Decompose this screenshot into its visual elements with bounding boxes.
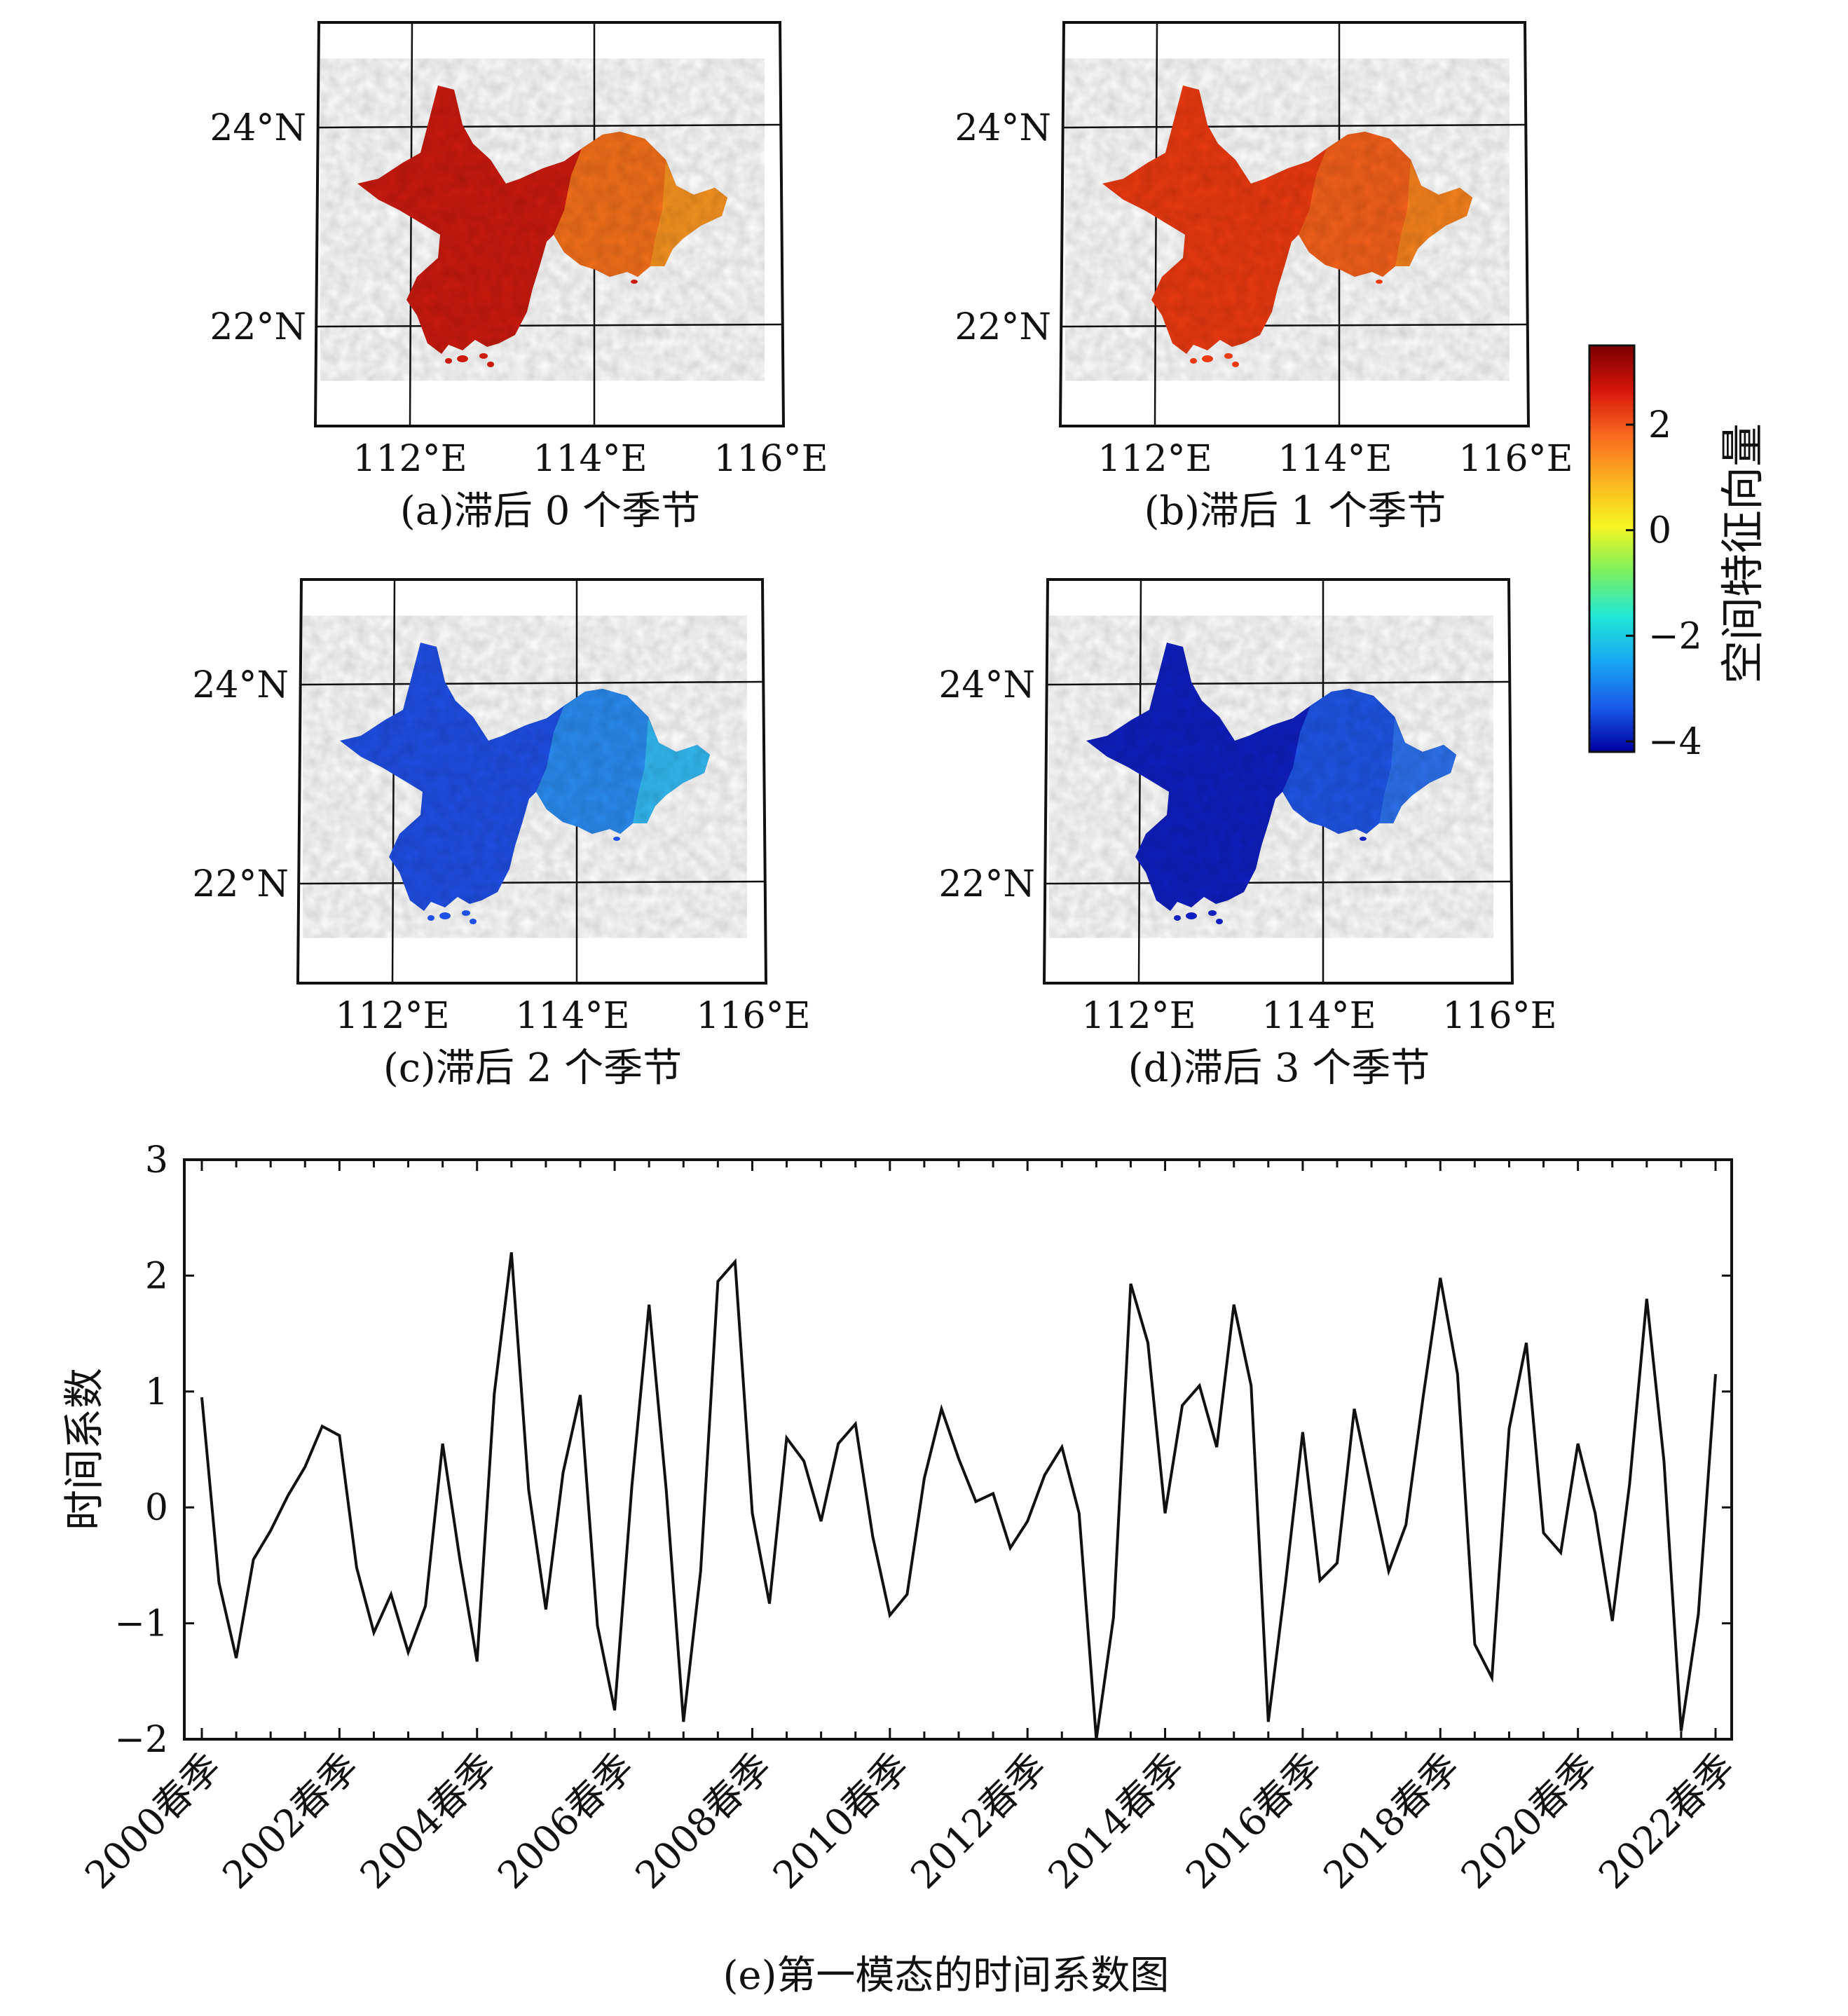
island [470, 919, 477, 924]
island [479, 353, 488, 359]
colorbar-tick-label: 0 [1648, 510, 1671, 552]
map-frame [313, 21, 786, 427]
island [1186, 912, 1197, 919]
graticule-line [301, 680, 763, 686]
island [1216, 919, 1223, 924]
graticule-line [316, 323, 783, 328]
map-caption: (a)滞后 0 个季节 [400, 488, 700, 534]
island [1190, 358, 1197, 364]
x-tick-label: 2010春季 [765, 1745, 917, 1898]
island [445, 358, 452, 364]
lon-label: 116°E [713, 438, 828, 480]
lon-label: 112°E [335, 995, 449, 1037]
graticule-line [1137, 579, 1142, 984]
graticule-line [1045, 880, 1512, 885]
lon-label: 112°E [1097, 438, 1212, 480]
y-axis-label: 时间系数 [60, 1368, 108, 1530]
island [457, 355, 468, 362]
island [631, 280, 638, 284]
island [487, 362, 494, 367]
x-tick-label: 2018春季 [1315, 1745, 1467, 1898]
x-tick-label: 2014春季 [1040, 1745, 1193, 1898]
y-tick-label: −2 [114, 1719, 168, 1761]
lon-label: 116°E [1442, 995, 1556, 1037]
island [1224, 353, 1233, 359]
y-tick-label: −1 [114, 1603, 168, 1645]
lon-label: 114°E [515, 995, 629, 1037]
island [439, 912, 451, 919]
graticule-line [1063, 123, 1526, 129]
lat-label: 24°N [954, 107, 1051, 149]
region-texture [357, 85, 727, 354]
island [462, 910, 470, 916]
island [427, 915, 434, 921]
x-tick-label: 2002春季 [214, 1745, 367, 1898]
map-frame [1042, 578, 1514, 985]
graticule-line [1061, 323, 1528, 328]
colorbar-gradient [1588, 344, 1636, 753]
lat-label: 22°N [192, 863, 289, 905]
lat-label: 22°N [210, 306, 306, 348]
island [1208, 910, 1217, 916]
colorbar-tick-label: 2 [1648, 404, 1671, 446]
x-tick-label: 2000春季 [76, 1745, 229, 1898]
graticule-line [409, 22, 413, 427]
colorbar-tick-label: −4 [1648, 721, 1702, 763]
x-tick-label: 2016春季 [1177, 1745, 1330, 1898]
lat-label: 24°N [938, 664, 1035, 706]
x-tick-label: 2022春季 [1590, 1745, 1743, 1898]
map-panel-b: 24°N 22°N 112°E 114°E 116°E (b)滞后 1 个季节 [954, 21, 1573, 534]
y-tick-label: 1 [145, 1371, 168, 1413]
map-caption: (b)滞后 1 个季节 [1144, 488, 1446, 534]
region-texture [1102, 85, 1472, 354]
island [1232, 362, 1239, 367]
lon-label: 112°E [1081, 995, 1196, 1037]
graticule-line [299, 880, 765, 885]
x-tick-label: 2012春季 [902, 1745, 1055, 1898]
x-tick-label: 2006春季 [489, 1745, 642, 1898]
graticule-line [318, 123, 781, 129]
plot-frame [183, 1158, 1733, 1741]
y-tick-label: 2 [145, 1255, 168, 1297]
map-panel-a: 24°N 22°N 112°E 114°E 116°E (a)滞后 0 个季节 [210, 21, 828, 534]
y-tick-label: 3 [145, 1139, 168, 1181]
x-tick-label: 2008春季 [627, 1745, 780, 1898]
map-panel-d: 24°N 22°N 112°E 114°E 116°E (d)滞后 3 个季节 [938, 578, 1557, 1091]
map-panel-c: 24°N 22°N 112°E 114°E 116°E (c)滞后 2 个季节 [192, 578, 811, 1091]
region-texture [340, 643, 710, 911]
graticule-line [1154, 22, 1158, 427]
lat-label: 22°N [938, 863, 1035, 905]
map-frame [296, 578, 768, 985]
chart-title: (e)第一模态的时间系数图 [723, 1953, 1170, 1998]
graticule-line [391, 579, 396, 984]
map-frame [1058, 21, 1531, 427]
region-texture [1086, 643, 1456, 911]
lon-label: 114°E [1261, 995, 1376, 1037]
graticule-line [1047, 680, 1510, 686]
map-caption: (d)滞后 3 个季节 [1128, 1045, 1430, 1091]
lat-label: 24°N [210, 107, 306, 149]
lon-label: 116°E [696, 995, 810, 1037]
island [613, 837, 620, 841]
lon-label: 114°E [533, 438, 647, 480]
island [1202, 355, 1213, 362]
map-caption: (c)滞后 2 个季节 [383, 1045, 682, 1091]
colorbar-tick-label: −2 [1648, 615, 1702, 657]
island [1376, 280, 1383, 284]
lon-label: 116°E [1458, 438, 1573, 480]
lon-label: 114°E [1278, 438, 1392, 480]
lat-label: 22°N [954, 306, 1051, 348]
colorbar: 2 0 −2 −4 空间特征向量 [1588, 344, 1768, 763]
colorbar-label: 空间特征向量 [1717, 423, 1768, 684]
lon-label: 112°E [353, 438, 467, 480]
x-tick-label: 2004春季 [352, 1745, 505, 1898]
y-tick-label: 0 [145, 1487, 168, 1529]
island [1360, 837, 1367, 841]
x-tick-label: 2020春季 [1453, 1745, 1606, 1898]
lat-label: 24°N [192, 664, 289, 706]
series-line-first-mode [200, 1252, 1717, 1740]
island [1174, 915, 1181, 921]
